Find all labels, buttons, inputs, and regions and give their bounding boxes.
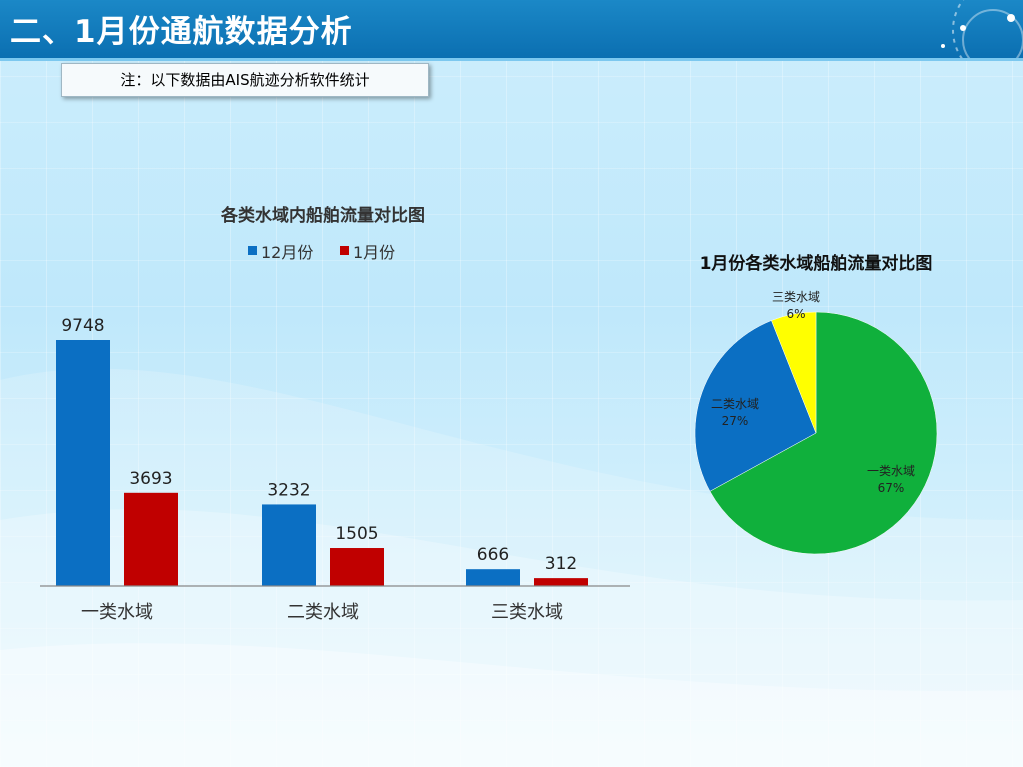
bar-value-label: 666 xyxy=(477,545,509,565)
bar-group: 9748 3693 一类水域 3232 1505 二类水域 666 312 三类水域 xyxy=(56,316,588,623)
legend-swatch-jan xyxy=(340,246,349,255)
bar-value-label: 312 xyxy=(545,554,577,574)
pie-label-value: 67% xyxy=(878,481,905,495)
legend-label-jan: 1月份 xyxy=(353,243,395,262)
bar-value-label: 9748 xyxy=(61,316,104,336)
pie-slice-1 xyxy=(694,320,817,492)
bar-chart-title: 各类水域内船舶流量对比图 xyxy=(220,205,425,226)
data-source-note: 注：以下数据由AIS航迹分析软件统计 xyxy=(61,63,429,97)
bar-value-label: 3232 xyxy=(267,480,310,500)
pie-slice-2 xyxy=(771,311,817,434)
pie-label-name: 三类水域 xyxy=(772,290,820,304)
pie-label-value: 27% xyxy=(722,414,749,428)
bar-jan-1 xyxy=(330,548,384,586)
pie-chart-title: 1月份各类水域船舶流量对比图 xyxy=(700,253,933,274)
header-decoration xyxy=(941,0,1023,58)
legend-label-dec: 12月份 xyxy=(261,243,313,262)
x-tick-label: 二类水域 xyxy=(287,602,359,623)
bar-dec-2 xyxy=(466,569,520,586)
bar-dec-1 xyxy=(262,504,316,586)
pie-slice-0 xyxy=(709,311,938,555)
bar-value-label: 3693 xyxy=(129,469,172,489)
pie-label-name: 二类水域 xyxy=(711,397,759,411)
pie-group: 一类水域 67% 二类水域 27% 三类水域 6% xyxy=(694,290,938,555)
bar-jan-0 xyxy=(124,492,178,586)
pie-label-value: 6% xyxy=(786,307,805,321)
x-tick-label: 三类水域 xyxy=(491,602,563,623)
legend-swatch-dec xyxy=(248,246,257,255)
x-tick-label: 一类水域 xyxy=(81,602,153,623)
header-bar: 二、1月份通航数据分析 xyxy=(0,0,1023,61)
bar-dec-0 xyxy=(56,340,110,586)
bar-value-label: 1505 xyxy=(335,524,378,544)
bar-jan-2 xyxy=(534,578,588,586)
pie-label-name: 一类水域 xyxy=(867,464,915,478)
page-title: 二、1月份通航数据分析 xyxy=(10,14,353,50)
